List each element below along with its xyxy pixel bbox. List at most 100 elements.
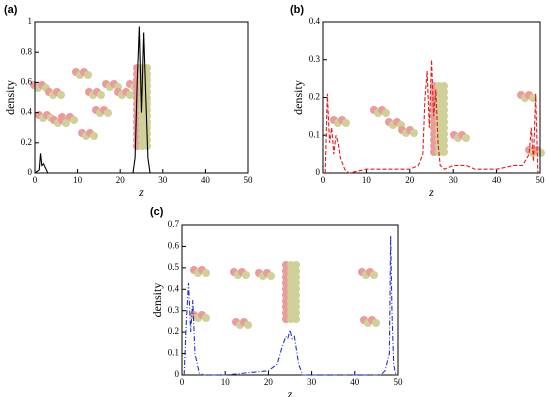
y-tick-label: 0.6 (21, 76, 33, 86)
panel: 0 10 20 30 40 50 0 0.1 0.2 0.3 0.4 0.5 0.6 0.7 z densit… (150, 206, 403, 397)
x-tick-label: 0 (321, 175, 326, 185)
x-tick-label: 20 (264, 377, 274, 387)
x-tick-label: 10 (362, 175, 372, 185)
y-tick-label: 0.3 (309, 54, 321, 64)
molecule-bead (242, 271, 250, 279)
molecule-bead (202, 314, 210, 322)
x-tick-label: 50 (244, 175, 254, 185)
molecule-bead (292, 303, 300, 311)
molecule-bead (462, 134, 470, 142)
x-axis-label: z (287, 387, 293, 397)
molecule-bead (440, 82, 448, 90)
y-tick-label: 1 (28, 16, 33, 26)
y-tick-label: 0.2 (309, 92, 320, 102)
x-tick-label: 50 (536, 175, 546, 185)
molecule-bead (372, 319, 380, 327)
molecule-bead (440, 118, 448, 126)
molecule-bead (440, 106, 448, 114)
y-tick-label: 0.5 (168, 262, 180, 272)
molecule-bead (84, 71, 92, 79)
molecule-bead (440, 88, 448, 96)
x-axis-label: z (138, 185, 144, 199)
y-axis-label: density (150, 283, 164, 318)
y-tick-label: 0 (28, 167, 33, 177)
density-line (324, 59, 539, 174)
molecule-bead (370, 271, 378, 279)
molecule-bead (537, 149, 545, 157)
molecule-bead (410, 129, 418, 137)
x-tick-label: 30 (307, 377, 317, 387)
x-tick-label: 20 (116, 175, 126, 185)
y-tick-label: 0.6 (168, 240, 180, 250)
x-tick-label: 40 (201, 175, 211, 185)
molecule-bead (440, 130, 448, 138)
molecule-bead (292, 309, 300, 317)
molecule-bead (342, 119, 350, 127)
y-axis-label: density (3, 80, 17, 115)
plot-frame (181, 224, 399, 376)
y-tick-label: 0.1 (309, 129, 320, 139)
density-line (34, 26, 248, 174)
y-tick-label: 0.4 (168, 283, 180, 293)
x-tick-label: 40 (492, 175, 502, 185)
x-tick-label: 30 (449, 175, 459, 185)
molecule-bead (143, 94, 151, 102)
panel: 0 10 20 30 40 50 0 0.1 0.2 0.3 0.4 z density (b) (290, 4, 545, 199)
density-line (183, 235, 397, 376)
molecule-bead (440, 142, 448, 150)
y-tick-label: 0.4 (309, 16, 321, 26)
molecule-bead (292, 267, 300, 275)
molecule-bead (143, 112, 151, 120)
molecule-bead (440, 112, 448, 120)
y-tick-label: 0.8 (21, 46, 33, 56)
molecule-bead (292, 291, 300, 299)
molecule-bead (143, 100, 151, 108)
y-tick-label: 0.2 (168, 326, 179, 336)
molecule-bead (97, 91, 105, 99)
molecule-bead (440, 124, 448, 132)
x-tick-label: 0 (180, 377, 185, 387)
molecule-bead (382, 109, 390, 117)
molecule-bead (292, 315, 300, 323)
molecule-bead (70, 116, 78, 124)
molecule-bead (202, 269, 210, 277)
x-tick-label: 10 (221, 377, 231, 387)
molecule-bead (292, 273, 300, 281)
x-tick-label: 10 (73, 175, 83, 185)
molecule-bead (244, 321, 252, 329)
molecule-bead (440, 136, 448, 144)
y-tick-label: 0.2 (21, 137, 32, 147)
molecule-bead (104, 109, 112, 117)
y-tick-label: 0.4 (21, 107, 33, 117)
molecule-bead (292, 261, 300, 269)
molecule-layer (190, 261, 380, 329)
molecule-bead (292, 279, 300, 287)
molecule-bead (57, 91, 65, 99)
molecule-bead (292, 285, 300, 293)
molecule-bead (267, 272, 275, 280)
molecule-bead (440, 94, 448, 102)
molecule-bead (292, 297, 300, 305)
x-tick-label: 40 (350, 377, 360, 387)
panel-label: (b) (290, 4, 304, 16)
molecule-bead (90, 132, 98, 140)
molecule-bead (126, 91, 134, 99)
x-tick-label: 30 (158, 175, 168, 185)
panel: 0 10 20 30 40 50 0 0.2 0.4 0.6 0.8 1 z density (a) (3, 4, 253, 199)
x-axis-label: z (428, 185, 434, 199)
molecule-layer (30, 64, 151, 150)
y-tick-label: 0 (316, 167, 321, 177)
y-tick-label: 0.7 (168, 219, 180, 229)
panel-label: (c) (150, 206, 164, 218)
x-tick-label: 50 (394, 377, 404, 387)
x-tick-label: 0 (33, 175, 38, 185)
molecule-bead (440, 148, 448, 156)
molecule-bead (440, 100, 448, 108)
y-axis-label: density (291, 80, 305, 115)
y-tick-label: 0 (175, 369, 180, 379)
x-tick-label: 20 (405, 175, 415, 185)
panel-label: (a) (4, 4, 18, 16)
y-tick-label: 0.1 (168, 348, 179, 358)
molecule-bead (62, 119, 70, 127)
